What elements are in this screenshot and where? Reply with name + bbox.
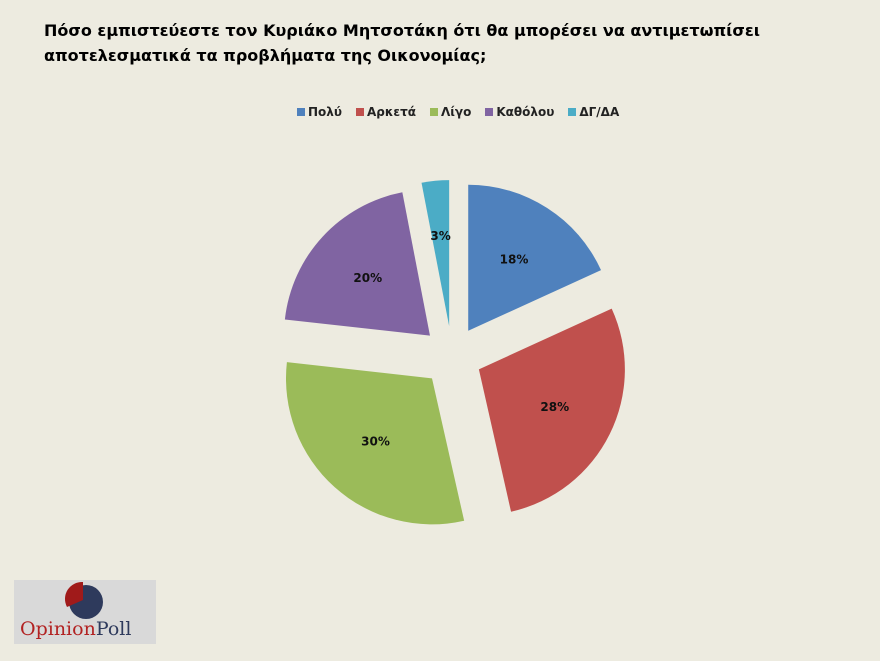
legend-swatch (485, 108, 494, 116)
legend-swatch (568, 108, 577, 116)
legend-swatch (355, 108, 364, 116)
legend-item: Πολύ (297, 105, 342, 119)
data-label-polu: 18% (500, 253, 529, 267)
opinion-poll-logo: OpinionPoll (14, 580, 156, 644)
legend-item: Καθόλου (485, 105, 554, 119)
data-label-ligo: 30% (361, 434, 390, 448)
pie-slice-ligo (285, 362, 465, 525)
legend-label: Καθόλου (496, 105, 555, 119)
legend-item: Αρκετά (355, 105, 416, 119)
pie-slice-katholou (284, 192, 430, 336)
data-label-arketa: 28% (540, 400, 569, 414)
logo-text: OpinionPoll (20, 618, 132, 640)
legend-label: Αρκετά (366, 105, 416, 119)
legend-label: ΔΓ/ΔΑ (579, 105, 620, 119)
data-label-katholou: 20% (353, 271, 382, 285)
legend-swatch (297, 108, 305, 116)
legend: Πολύ Αρκετά Λίγο Καθόλου ΔΓ/ΔΑ (297, 105, 619, 119)
logo-pie-icon (64, 581, 103, 619)
legend-swatch (429, 108, 438, 116)
data-label-dg-da: 3% (430, 229, 450, 243)
pie-slice-polu (468, 184, 602, 331)
legend-item: ΔΓ/ΔΑ (568, 105, 619, 119)
pie-slice-dg-da (421, 180, 450, 327)
legend-item: Λίγο (429, 105, 472, 119)
chart-title: Πόσο εμπιστεύεστε τον Κυριάκο Μητσοτάκη … (44, 21, 761, 65)
pie-slice-arketa (478, 308, 625, 512)
legend-label: Πολύ (308, 105, 342, 119)
legend-label: Λίγο (440, 105, 472, 119)
